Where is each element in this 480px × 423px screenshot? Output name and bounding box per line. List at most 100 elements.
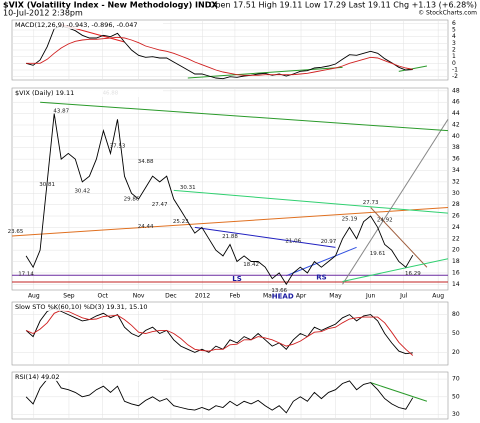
x-tick-label: Jul xyxy=(399,293,408,300)
trendline xyxy=(187,66,343,79)
annotation: 17.14 xyxy=(18,272,34,278)
y-tick-label: -1 xyxy=(452,67,458,74)
y-tick-label: 50 xyxy=(452,330,460,337)
x-tick-label: Jun xyxy=(365,293,376,300)
annotation: 19.61 xyxy=(370,251,386,257)
series-line xyxy=(25,113,414,286)
annotation: 21.88 xyxy=(222,234,238,240)
trendline xyxy=(398,65,427,72)
x-tick-label: May xyxy=(329,293,342,300)
y-tick-label: 22 xyxy=(452,235,460,242)
annotation: HEAD xyxy=(272,292,294,300)
annotation: 24.44 xyxy=(138,224,154,230)
y-tick-label: 18 xyxy=(452,258,460,265)
panel-title: Slow STO %K(60,10) %D(3) 19.31, 15.10 xyxy=(15,303,148,311)
series-line xyxy=(25,25,413,80)
annotation: 30.31 xyxy=(180,185,196,191)
annotation: 21.06 xyxy=(285,239,301,245)
y-tick-label: 16 xyxy=(452,269,460,276)
series-line xyxy=(25,307,413,355)
trendline xyxy=(342,119,449,285)
x-tick-label: 2012 xyxy=(195,293,210,300)
y-tick-label: 42 xyxy=(452,121,460,128)
title-bg xyxy=(13,373,163,381)
annotation: 43.87 xyxy=(53,108,69,114)
annotation: 30.81 xyxy=(39,182,55,188)
trendline xyxy=(342,258,449,282)
y-tick-label: 30 xyxy=(452,411,460,418)
y-tick-label: 50 xyxy=(452,393,460,400)
y-tick-label: 38 xyxy=(452,144,460,151)
y-tick-label: 40 xyxy=(452,133,460,140)
header-credit: © StockCharts.com xyxy=(418,10,477,17)
header-date: 10-Jul-2012 2:38pm xyxy=(3,9,83,18)
annotation: LS xyxy=(232,275,242,283)
y-tick-label: -2 xyxy=(452,73,458,80)
panel-frame xyxy=(11,87,449,291)
y-tick-label: 48 xyxy=(452,87,460,94)
annotation: 34.88 xyxy=(138,159,154,165)
annotation: 13.66 xyxy=(271,288,287,294)
series-line xyxy=(25,309,414,356)
annotation: 25.19 xyxy=(342,216,358,222)
trendline xyxy=(286,246,357,277)
panel-title: MACD(12,26,9) -0.943, -0.896, -0.047 xyxy=(15,21,138,29)
x-tick-label: Nov xyxy=(133,293,145,300)
y-tick-label: 5 xyxy=(452,27,456,34)
series-line xyxy=(26,36,413,76)
panel-title: $VIX (Daily) 19.11 xyxy=(15,89,74,97)
x-tick-label: Oct xyxy=(98,293,109,300)
annotation: 30.42 xyxy=(74,188,90,194)
y-tick-label: 32 xyxy=(452,178,460,185)
x-tick-label: Mar xyxy=(263,293,275,300)
panel-title: RSI(14) 49.02 xyxy=(15,373,60,381)
x-tick-label: Sep xyxy=(63,293,75,300)
y-tick-label: 70 xyxy=(452,376,460,383)
header-title: $VIX (Volatility Index - New Methodology… xyxy=(3,1,218,10)
y-tick-label: 80 xyxy=(452,311,460,318)
annotation: 27.73 xyxy=(363,200,379,206)
y-tick-label: 20 xyxy=(452,349,460,356)
title-bg xyxy=(13,89,163,97)
x-tick-label: Dec xyxy=(165,293,177,300)
header-quote: Open 17.51 High 19.11 Low 17.29 Last 19.… xyxy=(209,1,477,10)
trendline xyxy=(370,207,428,268)
x-tick-label: Aug xyxy=(432,293,444,300)
y-tick-label: 1 xyxy=(452,53,456,60)
annotation: 37.53 xyxy=(110,144,126,150)
trendline xyxy=(370,382,428,402)
y-tick-label: 14 xyxy=(452,281,460,288)
trendline xyxy=(194,226,336,248)
annotation: 20.97 xyxy=(321,239,337,245)
y-tick-label: 6 xyxy=(452,20,456,27)
y-tick-label: 0 xyxy=(452,60,456,67)
trendline xyxy=(40,101,449,132)
y-tick-label: 28 xyxy=(452,201,460,208)
annotation: 18.42 xyxy=(243,262,259,268)
y-tick-label: 30 xyxy=(452,190,460,197)
y-tick-label: 36 xyxy=(452,156,460,163)
annotation: 16.29 xyxy=(405,271,421,277)
title-bg xyxy=(13,303,163,311)
y-tick-label: 4 xyxy=(452,33,456,40)
annotation: 24.92 xyxy=(377,218,393,224)
y-tick-label: 26 xyxy=(452,213,460,220)
y-tick-label: 44 xyxy=(452,110,460,117)
annotation: 29.86 xyxy=(124,196,140,202)
x-tick-label: Apr xyxy=(296,293,307,300)
trendline xyxy=(173,189,449,214)
annotation: 23.65 xyxy=(8,229,24,235)
annotation: 27.47 xyxy=(152,202,168,208)
y-tick-label: 2 xyxy=(452,47,456,54)
y-tick-label: 3 xyxy=(452,40,456,47)
y-tick-label: 24 xyxy=(452,224,460,231)
x-tick-label: Aug xyxy=(28,293,40,300)
x-tick-label: Feb xyxy=(230,293,241,300)
annotation: RS xyxy=(316,273,326,281)
title-bg xyxy=(13,21,163,29)
series-line xyxy=(25,376,414,414)
y-tick-label: 20 xyxy=(452,247,460,254)
y-tick-label: 34 xyxy=(452,167,460,174)
annotation: 25.23 xyxy=(173,219,189,225)
